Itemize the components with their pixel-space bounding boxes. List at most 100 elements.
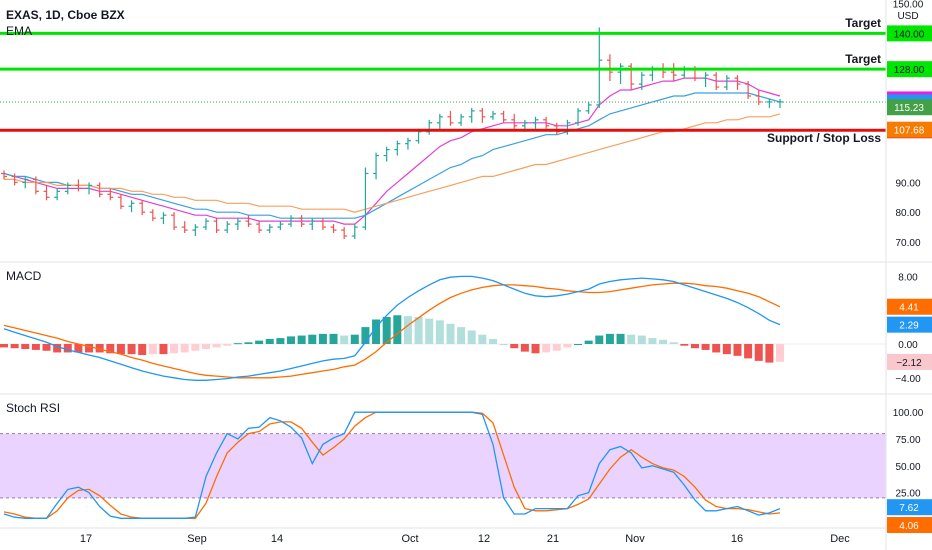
ema-mid-line: [3, 92, 781, 219]
ohlc-bar: [489, 110, 496, 120]
stoch-rsi-panel[interactable]: [0, 411, 886, 519]
ohlc-bar: [43, 185, 50, 201]
macd-histogram-bar: [690, 344, 699, 349]
macd-histogram-bar: [244, 342, 253, 344]
price-panel[interactable]: [0, 27, 886, 240]
ohlc-bar: [404, 137, 411, 150]
value-tags-layer: 140.00128.00107.50117.84116.84115.23107.…: [887, 25, 932, 534]
macd-histogram-bar: [116, 344, 125, 355]
ohlc-bar: [319, 218, 326, 231]
macd-histogram-bar: [53, 344, 62, 353]
ohlc-bar: [500, 110, 507, 123]
stoch-value-label: 4.06: [899, 521, 919, 532]
stoch-value-label: 7.62: [899, 503, 919, 514]
macd-histogram-bar: [361, 327, 370, 344]
macd-histogram-bar: [201, 344, 210, 350]
macd-line: [3, 275, 781, 381]
target-level-label: 140.00: [894, 29, 925, 40]
macd-histogram-bar: [457, 327, 466, 344]
ohlc-bar: [447, 110, 454, 126]
ohlc-bar: [277, 221, 284, 231]
macd-histogram-bar: [712, 344, 721, 353]
macd-histogram-bar: [297, 335, 306, 344]
ohlc-bar: [288, 215, 295, 228]
price-axis-tick: 80.00: [895, 208, 920, 219]
ohlc-bar: [511, 113, 518, 129]
macd-value-tag: [887, 316, 932, 333]
x-axis-tick: 16: [731, 533, 743, 545]
macd-histogram-bar: [584, 340, 593, 344]
stoch-axis-tick: 100.00: [893, 408, 924, 419]
macd-histogram-bar: [776, 344, 784, 362]
macd-histogram-bar: [31, 344, 40, 350]
macd-axis-tick: 8.00: [898, 272, 918, 283]
ohlc-bar: [224, 221, 231, 234]
x-axis-tick: 12: [478, 533, 490, 545]
macd-histogram-bar: [754, 344, 763, 361]
ohlc-bar: [309, 218, 316, 231]
ohlc-bar: [298, 215, 305, 228]
stoch-overbought-oversold-band: [0, 433, 886, 498]
macd-histogram-bar: [308, 334, 317, 344]
target-annotation-1: Target: [845, 16, 881, 30]
macd-value-tag: [887, 353, 932, 370]
ohlc-bar: [171, 212, 178, 231]
ohlc-bar: [585, 101, 592, 114]
ohlc-bar: [22, 176, 29, 189]
macd-histogram-bar: [595, 335, 604, 344]
macd-histogram-bar: [435, 320, 444, 344]
ohlc-bar: [394, 140, 401, 156]
ohlc-bar: [75, 179, 82, 192]
macd-histogram-bar: [180, 344, 189, 353]
macd-panel[interactable]: [0, 275, 886, 381]
target-level-label: 128.00: [894, 65, 925, 76]
ohlc-bar: [755, 90, 762, 105]
macd-histogram-bar: [318, 333, 327, 344]
ohlc-bar: [745, 81, 752, 99]
macd-value-label: 4.41: [899, 303, 919, 314]
macd-histogram-bar: [255, 340, 264, 344]
macd-histogram-bar: [159, 344, 168, 355]
macd-histogram-bar: [446, 323, 455, 344]
ohlc-bar: [202, 218, 209, 231]
stoch-k-line: [3, 411, 781, 519]
macd-histogram-bar: [42, 344, 51, 351]
macd-histogram-bar: [191, 344, 200, 351]
ohlc-bar: [351, 224, 358, 240]
price-tag: [887, 121, 932, 138]
ohlc-bar: [777, 98, 783, 108]
ohlc-bar: [383, 146, 390, 162]
macd-histogram-bar: [223, 344, 232, 346]
symbol-title: EXAS, 1D, Cboe BZX: [6, 8, 125, 22]
macd-histogram-bar: [170, 344, 179, 354]
ohlc-bar: [713, 72, 720, 91]
support-annotation: Support / Stop Loss: [767, 131, 881, 145]
macd-histogram-bar: [733, 344, 742, 356]
ohlc-bar: [1, 170, 7, 180]
ohlc-bar: [149, 209, 156, 222]
macd-histogram-bar: [499, 344, 508, 345]
macd-histogram-bar: [627, 334, 636, 344]
ohlc-bar: [617, 63, 624, 85]
macd-histogram-bar: [382, 316, 391, 344]
macd-histogram-bar: [63, 344, 72, 353]
macd-histogram-bar: [414, 316, 423, 344]
macd-histogram-bar: [148, 344, 157, 355]
target-annotation-2: Target: [845, 52, 881, 66]
stoch-value-tag: [887, 517, 932, 534]
ohlc-bar: [330, 224, 337, 234]
macd-histogram-bar: [138, 344, 147, 355]
ohlc-bar: [213, 218, 220, 234]
macd-histogram-bar: [425, 318, 434, 344]
ohlc-bar: [426, 119, 433, 135]
stoch-rsi-title: Stoch RSI: [6, 401, 60, 415]
ohlc-bar: [766, 98, 773, 108]
ohlc-bar: [160, 212, 167, 225]
macd-histogram-bar: [276, 338, 285, 344]
ohlc-bar: [702, 72, 709, 88]
ohlc-bar: [362, 167, 369, 231]
ohlc-bar: [96, 182, 103, 198]
macd-value-label: 2.29: [899, 321, 919, 332]
macd-histogram-bar: [637, 335, 646, 344]
